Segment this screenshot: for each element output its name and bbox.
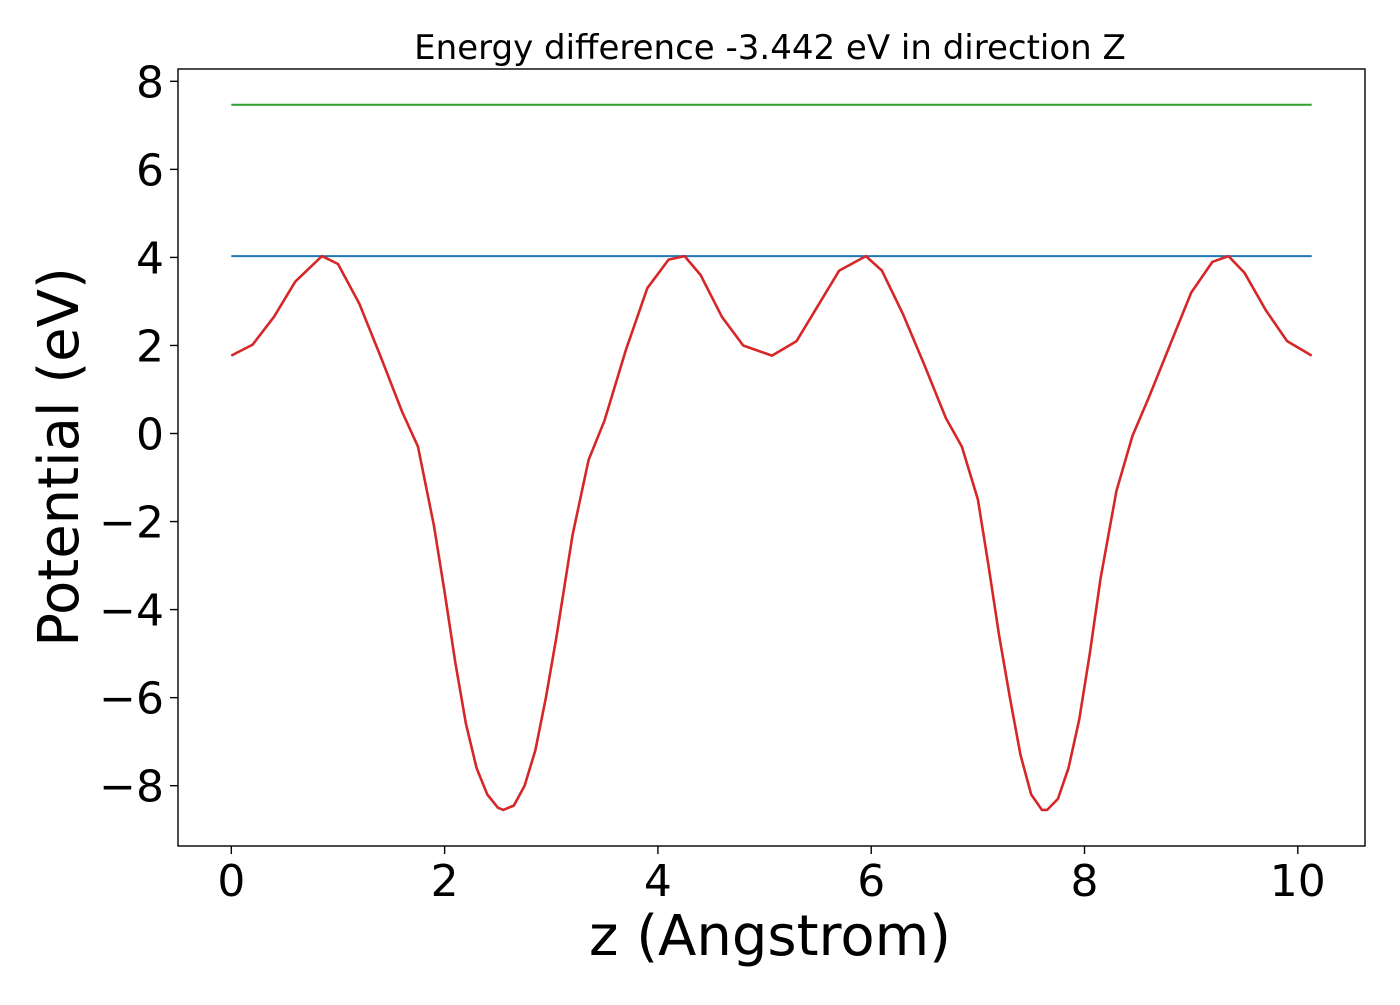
- x-tick-label: 10: [1270, 856, 1326, 907]
- y-tick-label: −8: [99, 762, 164, 813]
- x-tick-label: 2: [431, 856, 459, 907]
- x-tick-label: 6: [857, 856, 885, 907]
- x-axis-label: z (Angstrom): [589, 904, 951, 969]
- y-tick-label: 0: [136, 410, 164, 461]
- x-tick-label: 4: [644, 856, 672, 907]
- y-tick-label: 2: [136, 321, 164, 372]
- y-tick-label: 4: [136, 233, 164, 284]
- y-tick-label: −4: [99, 586, 164, 637]
- y-axis-label: Potential (eV): [27, 267, 92, 647]
- plot-frame: [177, 68, 1366, 847]
- chart-title: Energy difference -3.442 eV in direction…: [414, 28, 1126, 68]
- y-tick-label: 6: [136, 145, 164, 196]
- axis-ticks: 0 2 4 6 8 10 −8 −6 −4 −2 0 2 4 6 8: [99, 57, 1326, 907]
- y-tick-label: 8: [136, 57, 164, 108]
- series-lines: [230, 103, 1313, 812]
- y-tick-label: −6: [99, 674, 164, 725]
- series-line-3: [230, 254, 1313, 812]
- x-tick-label: 0: [217, 856, 245, 907]
- x-tick-label: 8: [1071, 856, 1099, 907]
- y-tick-label: −2: [99, 498, 164, 549]
